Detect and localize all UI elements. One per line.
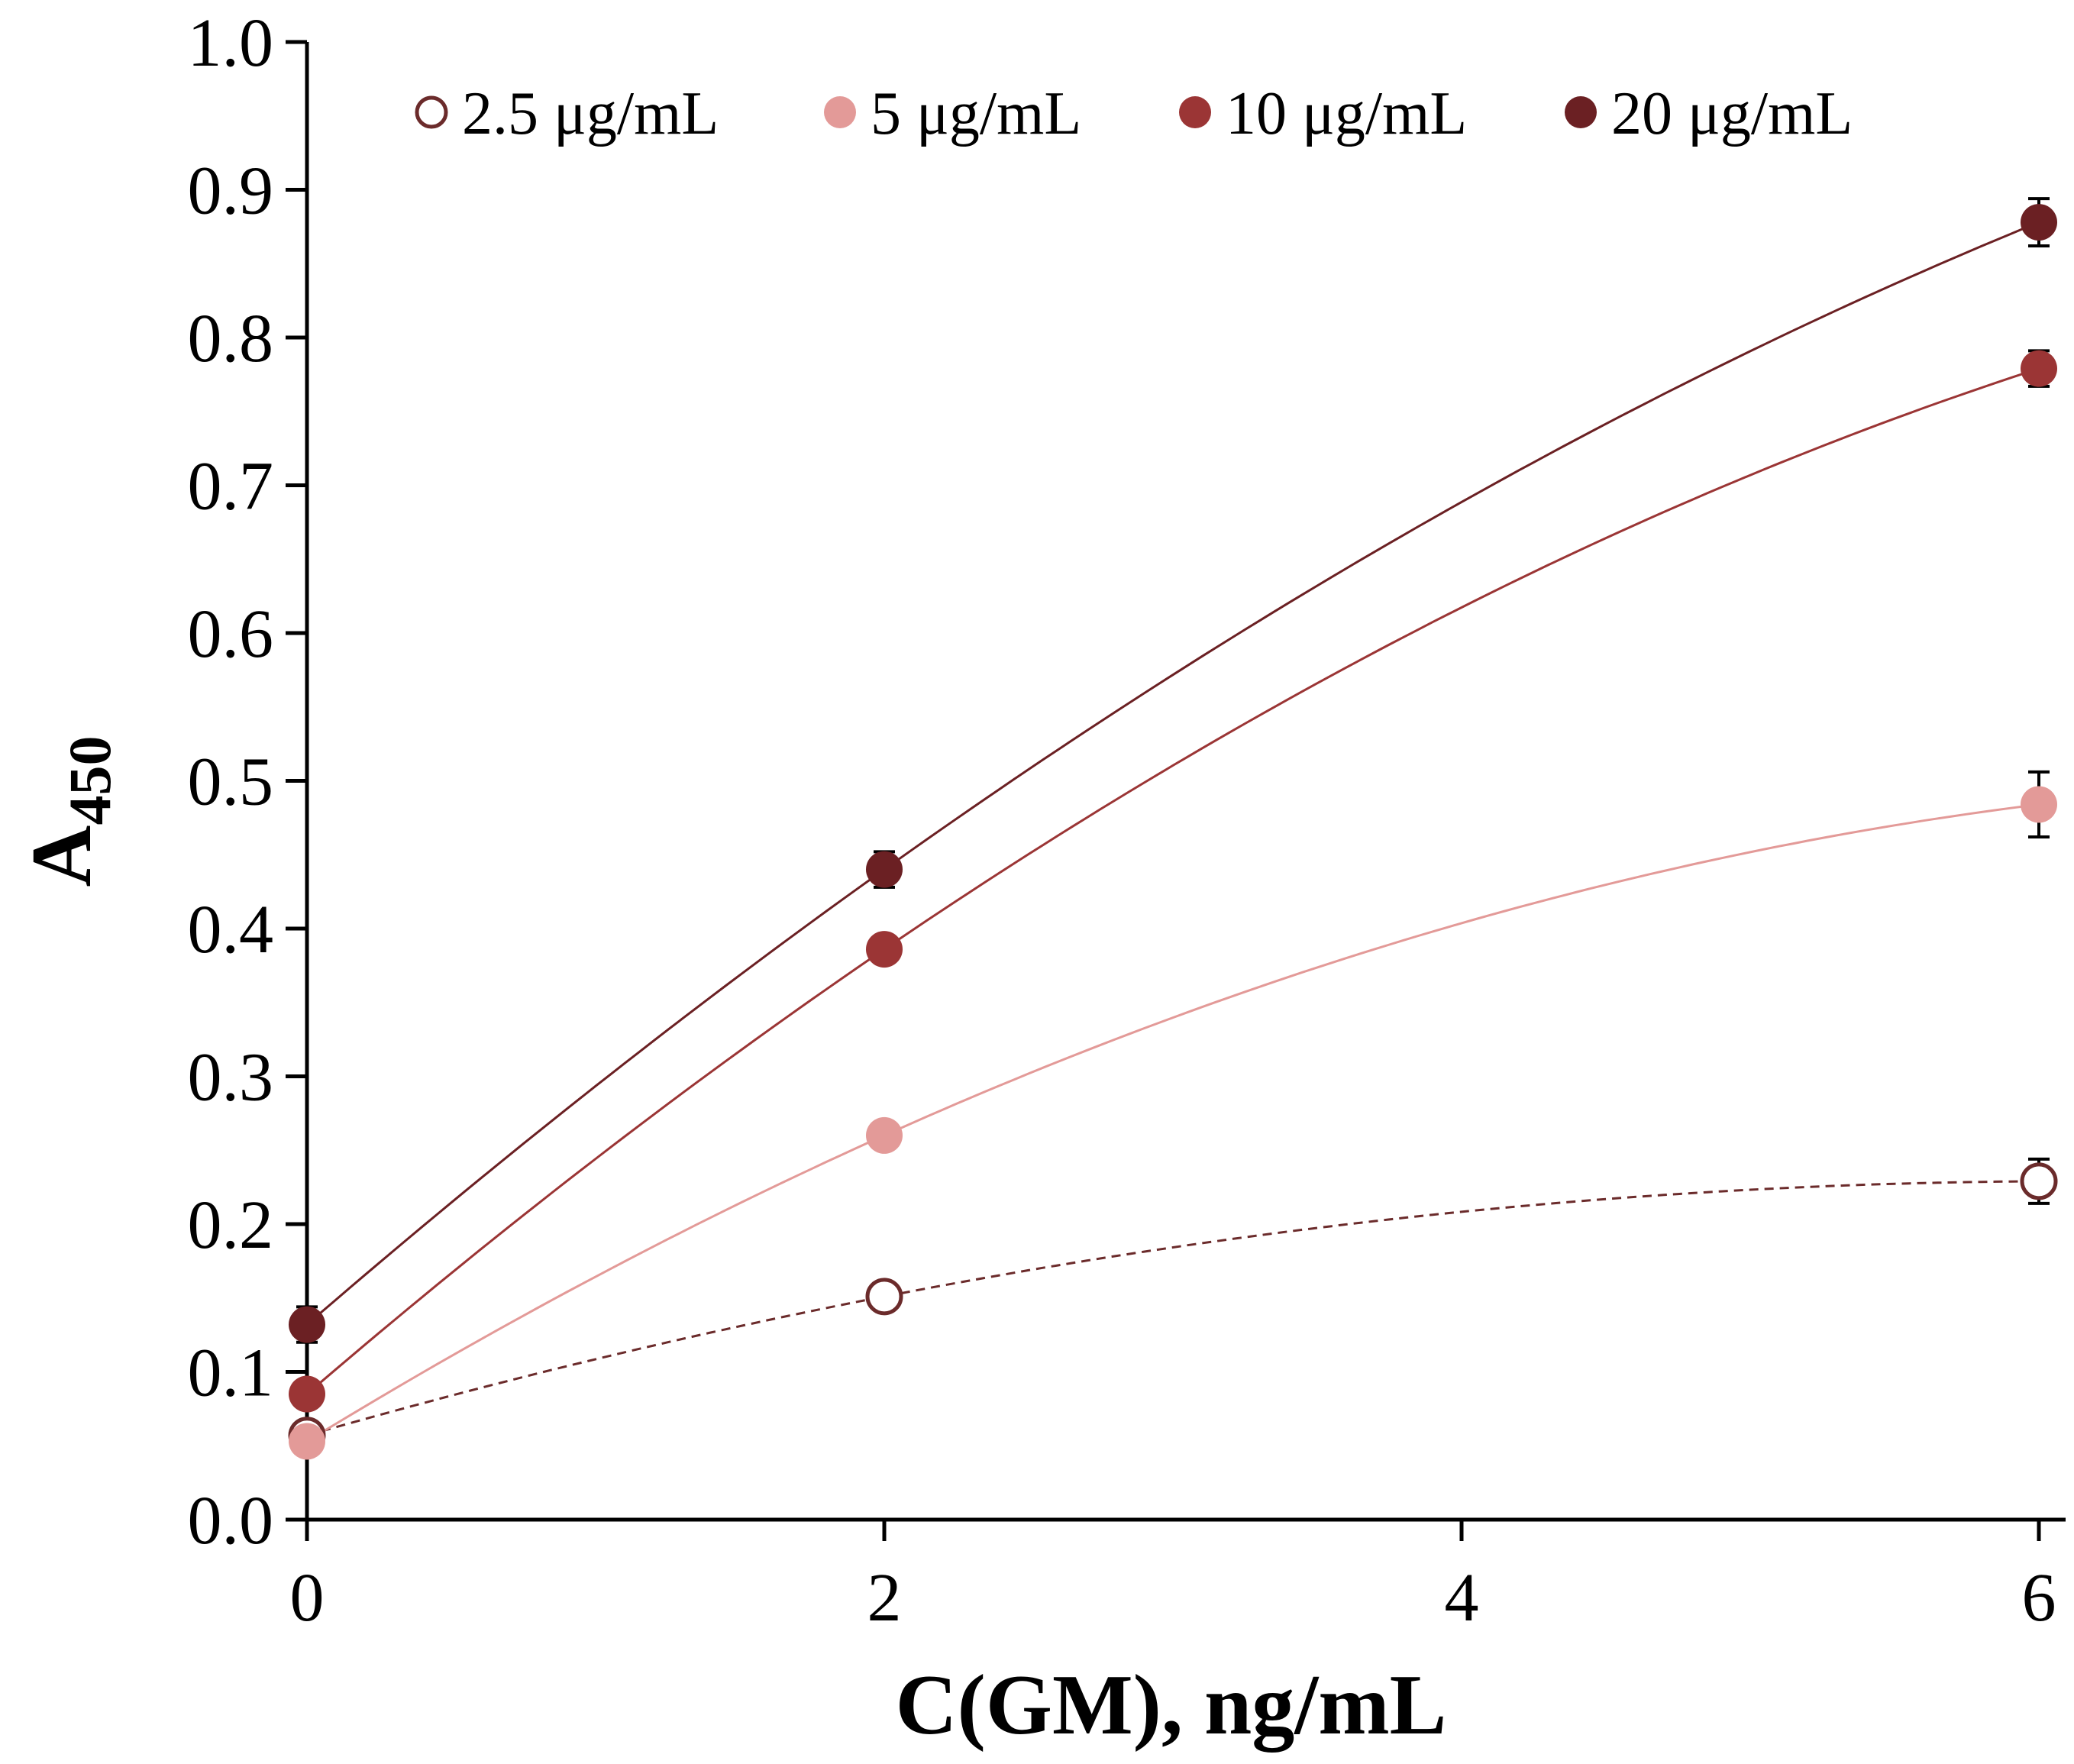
data-point xyxy=(289,1375,325,1413)
data-point xyxy=(289,1423,325,1460)
y-tick-label: 0.0 xyxy=(188,1483,274,1559)
x-ticks: 0 2 4 6 xyxy=(290,1520,2056,1636)
legend-marker xyxy=(1565,96,1597,128)
legend-label: 20 μg/mL xyxy=(1611,80,1853,147)
data-point xyxy=(2021,786,2057,823)
y-tick-label: 0.9 xyxy=(188,153,274,229)
series-line-3 xyxy=(306,367,2040,1395)
legend-item: 10 μg/mL xyxy=(1179,80,1467,147)
legend-item: 2.5 μg/mL xyxy=(415,80,719,147)
data-point xyxy=(2021,204,2057,241)
series-lines xyxy=(306,221,2040,1443)
y-tick-label: 0.6 xyxy=(188,596,274,672)
y-tick-label: 0.3 xyxy=(188,1040,274,1116)
y-axis-title-main: A xyxy=(15,825,109,887)
x-tick-label: 0 xyxy=(290,1560,325,1636)
data-point xyxy=(289,1306,325,1343)
y-tick-label: 0.7 xyxy=(188,449,274,525)
series-line-1 xyxy=(306,1180,2040,1437)
x-tick-label: 4 xyxy=(1445,1560,1479,1636)
legend-marker xyxy=(1179,96,1211,128)
y-axis-title: A450 xyxy=(15,736,123,887)
y-axis-title-subscript: 450 xyxy=(57,736,123,825)
legend-marker xyxy=(415,95,448,129)
y-tick-label: 0.8 xyxy=(188,301,274,376)
y-tick-label: 1.0 xyxy=(188,5,274,81)
legend-item: 5 μg/mL xyxy=(824,80,1081,147)
y-tick-label: 0.5 xyxy=(188,745,274,820)
y-tick-label: 0.2 xyxy=(188,1187,274,1263)
data-point xyxy=(2021,350,2057,387)
x-tick-label: 2 xyxy=(867,1560,902,1636)
axes xyxy=(305,42,2066,1539)
legend-label: 10 μg/mL xyxy=(1226,80,1467,147)
data-point xyxy=(865,1278,903,1316)
x-tick-label: 6 xyxy=(2022,1560,2056,1636)
series-markers xyxy=(288,197,2058,1460)
x-axis-title: C(GM), ng/mL xyxy=(896,1658,1447,1753)
data-point xyxy=(866,1116,903,1154)
y-ticks: 0.0 0.1 0.2 0.3 0.4 0.5 0.6 0.7 0.8 0.9 1.0 xyxy=(188,5,307,1559)
legend-marker xyxy=(824,96,856,128)
legend-label: 5 μg/mL xyxy=(871,80,1081,147)
legend-item: 20 μg/mL xyxy=(1565,80,1853,147)
legend: 2.5 μg/mL 5 μg/mL 10 μg/mL 20 μg/mL xyxy=(415,80,1853,147)
y-tick-label: 0.4 xyxy=(188,892,274,968)
data-point xyxy=(866,931,903,968)
data-point xyxy=(866,851,903,888)
series-line-4 xyxy=(306,221,2040,1326)
data-point xyxy=(2020,1162,2058,1200)
y-tick-label: 0.1 xyxy=(188,1336,274,1411)
series-line-2 xyxy=(306,803,2040,1443)
legend-label: 2.5 μg/mL xyxy=(462,80,719,147)
